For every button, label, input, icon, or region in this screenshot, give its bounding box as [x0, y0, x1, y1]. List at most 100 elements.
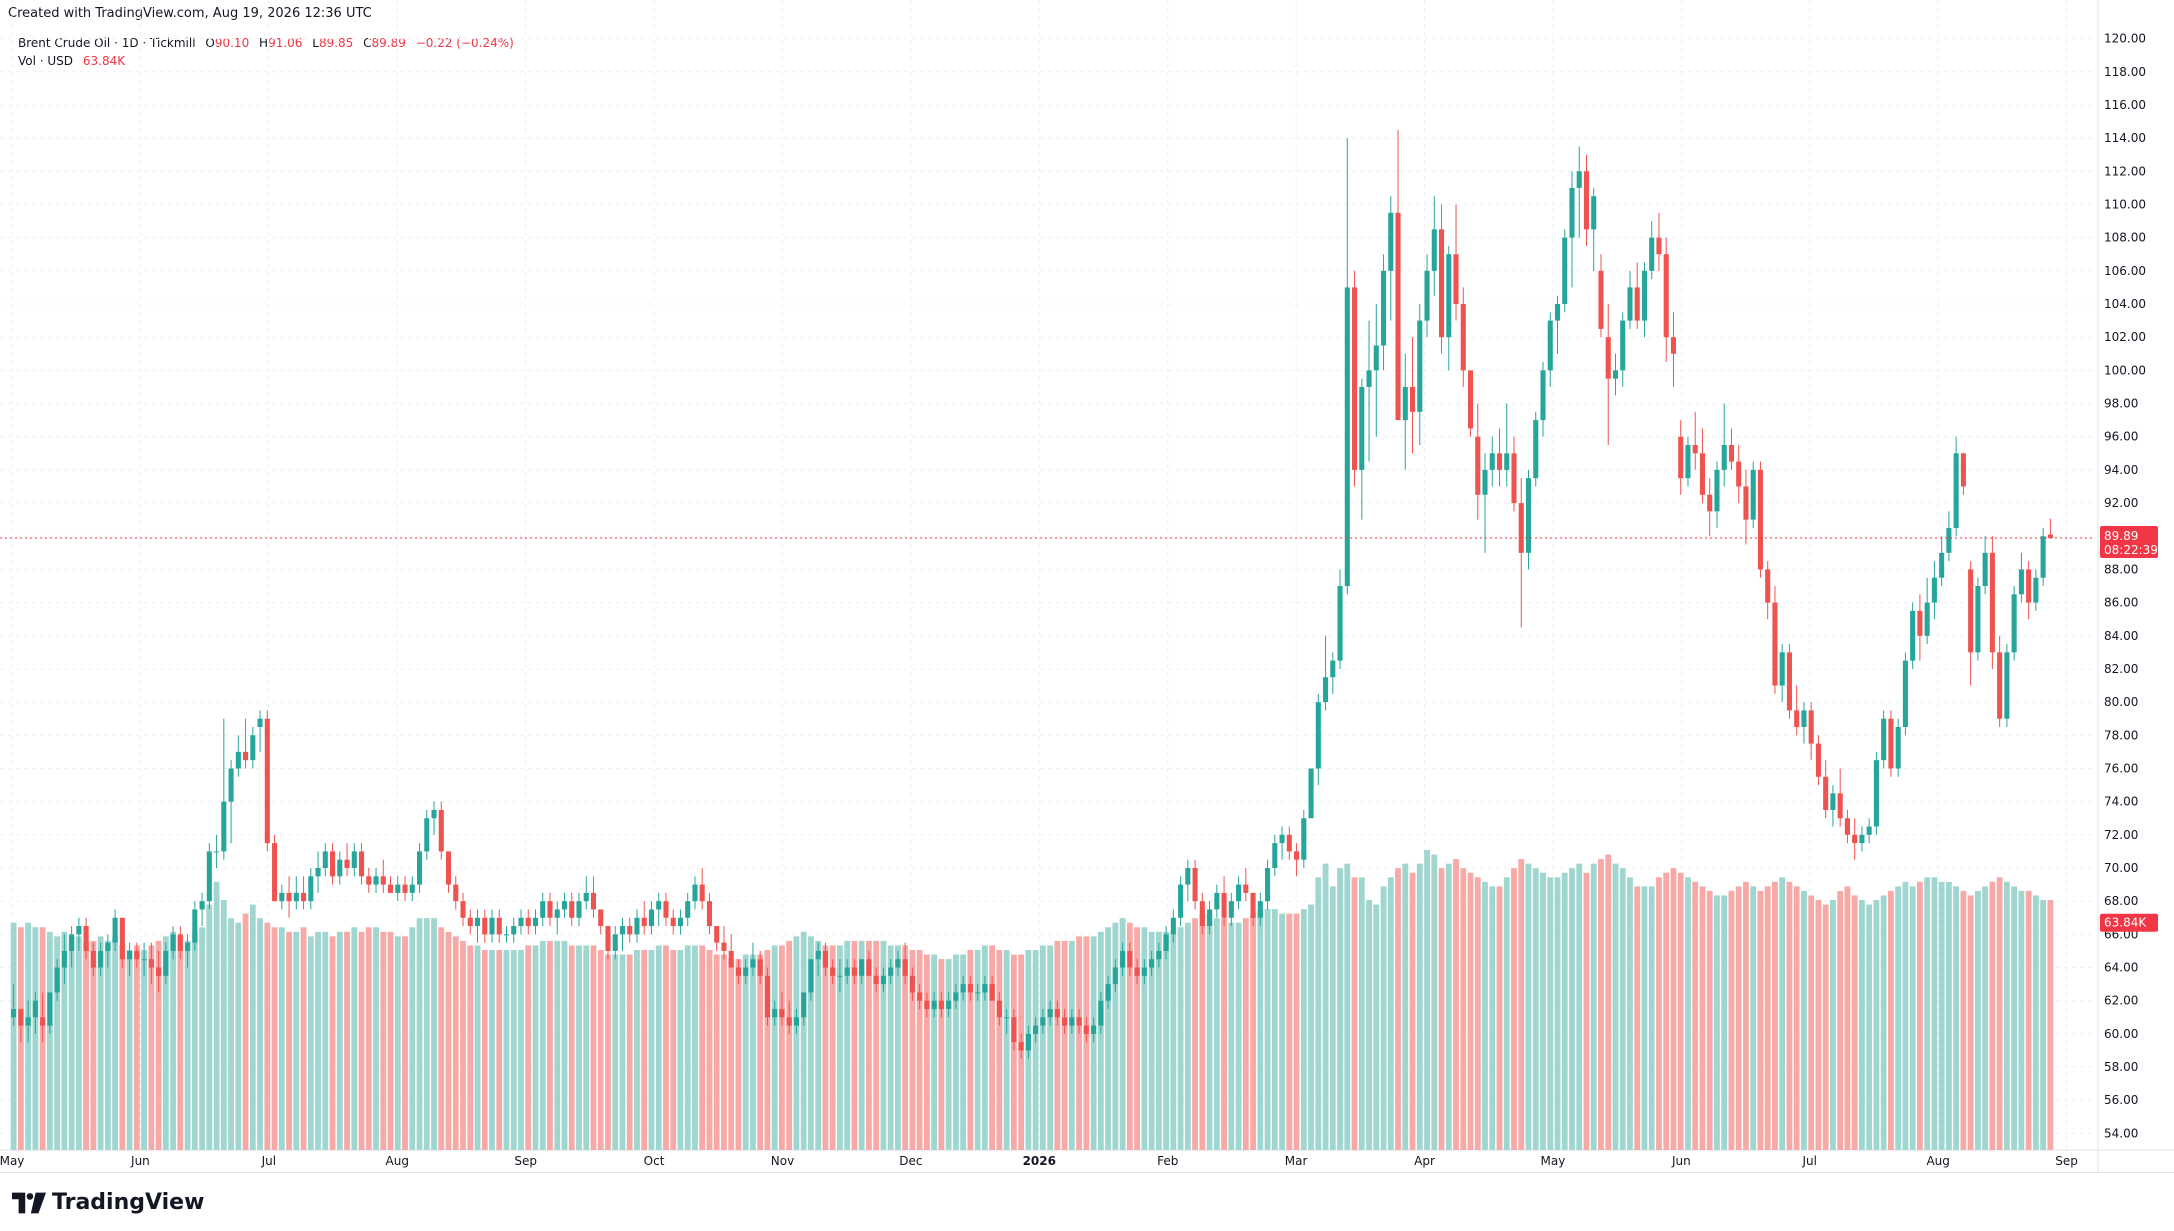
candle-body: [192, 909, 198, 943]
candle-body: [32, 1000, 38, 1018]
candle-body: [1511, 453, 1517, 504]
candle-body: [1902, 660, 1908, 727]
volume-bar: [460, 940, 466, 1150]
x-tick-label: Aug: [386, 1154, 409, 1168]
candle-body: [1924, 602, 1930, 636]
volume-bar: [1917, 881, 1923, 1150]
candle-body: [2047, 534, 2053, 539]
candle-body: [337, 859, 343, 877]
candle-body: [90, 950, 96, 968]
candle-body: [199, 901, 205, 910]
volume-bar: [170, 931, 176, 1150]
candle-body: [1968, 569, 1974, 653]
volume-bar: [1373, 904, 1380, 1150]
volume-bar: [1946, 881, 1952, 1150]
volume-bar: [597, 950, 604, 1150]
volume-bar: [1061, 940, 1068, 1150]
volume-bar: [1830, 900, 1836, 1150]
volume-bar: [655, 945, 662, 1150]
volume-bar: [996, 950, 1003, 1150]
volume-bar: [539, 940, 546, 1150]
candle-body: [677, 917, 683, 927]
candle-body: [1105, 984, 1111, 1001]
legend-high-value: 91.06: [268, 36, 303, 50]
candle-body: [938, 1000, 944, 1009]
volume-bar: [1721, 895, 1728, 1150]
volume-bar: [1960, 890, 1967, 1150]
volume-bar: [1641, 886, 1648, 1150]
candle-body: [692, 884, 698, 902]
volume-bar: [1068, 940, 1075, 1150]
candle-body: [395, 884, 401, 893]
volume-bar: [815, 940, 822, 1150]
candle-body: [1707, 494, 1713, 512]
candle-body: [228, 768, 234, 802]
volume-bar: [1438, 868, 1445, 1150]
candle-body: [1402, 386, 1408, 421]
volume-tag: [2100, 913, 2158, 932]
volume-bar: [2003, 881, 2010, 1150]
candle-body: [1207, 909, 1213, 927]
candle-body: [1033, 1025, 1039, 1034]
volume-bar: [757, 954, 764, 1150]
candle-body: [1431, 229, 1437, 271]
volume-bar: [1366, 900, 1372, 1150]
x-tick-label: May: [1541, 1154, 1566, 1168]
volume-bar: [2011, 886, 2018, 1150]
volume-bar: [162, 936, 169, 1150]
candle-body: [612, 934, 618, 951]
candle-body: [243, 751, 249, 761]
volume-bar: [1395, 868, 1401, 1150]
volume-bar: [721, 954, 727, 1150]
candle-body: [1417, 320, 1423, 412]
candle-body: [1489, 453, 1495, 470]
candle-body: [590, 892, 597, 910]
candle-body: [1989, 552, 1995, 653]
candle-body: [822, 950, 828, 968]
volume-bar: [1250, 913, 1256, 1150]
volume-bar: [1083, 936, 1090, 1150]
volume-bar: [191, 931, 198, 1150]
volume-bar: [1989, 881, 1996, 1150]
candle-body: [793, 1017, 799, 1026]
candle-body: [946, 1000, 952, 1009]
volume-bar: [1750, 886, 1757, 1150]
candle-body: [1467, 370, 1474, 429]
volume-bar: [822, 945, 829, 1150]
tradingview-logo[interactable]: TradingView: [12, 1190, 204, 1215]
candle-body: [250, 735, 256, 761]
price-chart[interactable]: 120.00 118.00 116.00 114.00 112.00 110.00 108.…: [0, 0, 2174, 1172]
candle-body: [1438, 229, 1445, 338]
candle-body: [619, 926, 626, 935]
candle-body: [721, 942, 727, 951]
volume-bar: [1402, 863, 1409, 1150]
volume-bar: [837, 945, 843, 1150]
volume-bar: [141, 950, 147, 1150]
volume-bar: [1627, 877, 1633, 1150]
volume-bar: [1445, 863, 1452, 1150]
candle-body: [895, 959, 901, 968]
volume-bar: [293, 931, 300, 1150]
candle-body: [931, 1000, 937, 1009]
volume-bar: [626, 954, 633, 1150]
candle-body: [1982, 552, 1988, 586]
volume-bar: [2040, 900, 2047, 1150]
candle-body: [1243, 884, 1249, 893]
candle-body: [1554, 304, 1561, 321]
candle-body: [576, 901, 582, 918]
x-tick-label: Jul: [261, 1154, 276, 1168]
candle-body: [177, 934, 183, 951]
x-tick-label: 2026: [1023, 1154, 1056, 1168]
candle-body: [1757, 469, 1763, 570]
candle-body: [163, 950, 169, 976]
volume-bar: [851, 940, 858, 1150]
candle-body: [1170, 917, 1176, 935]
volume-bar: [1974, 890, 1981, 1150]
volume-bar: [561, 940, 568, 1150]
volume-bar: [1677, 872, 1684, 1150]
candle-body: [1272, 843, 1278, 868]
candle-body: [750, 959, 756, 968]
y-tick-label: 108.00: [2104, 231, 2146, 245]
volume-bar: [2018, 890, 2025, 1150]
volume-bar: [793, 936, 800, 1150]
